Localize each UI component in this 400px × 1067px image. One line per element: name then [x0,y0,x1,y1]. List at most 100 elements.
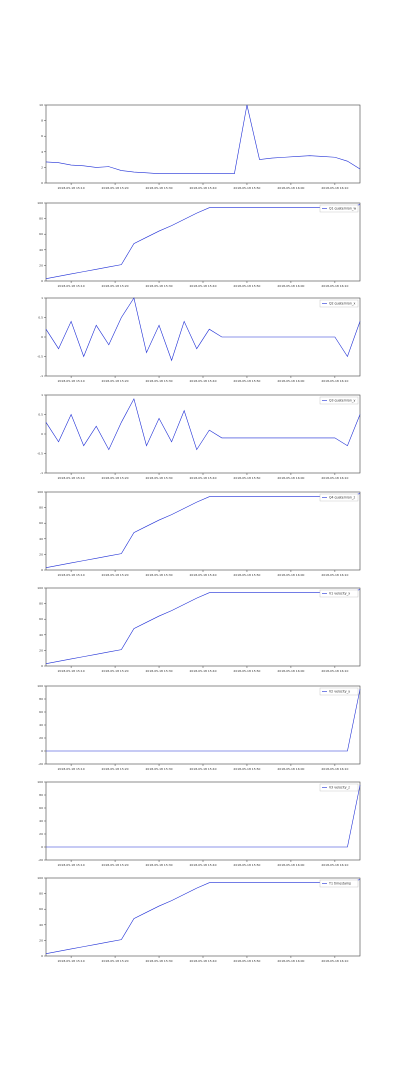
y-tick-label: 0 [41,749,43,753]
y-tick-label: 0 [41,568,43,572]
y-tick-label: 1 [41,393,43,397]
y-tick-label: 100 [37,201,43,205]
x-tick-label: 2018-05-18 16:10 [321,186,348,190]
plot-frame [45,202,361,282]
x-tick-label: 2018-05-18 16:10 [321,959,348,963]
y-tick-label: -20 [38,858,43,862]
x-tick-label: 2018-05-18 15:30 [146,767,173,771]
y-tick-label: 60 [39,232,43,236]
x-tick-label: 2018-05-18 15:10 [58,284,85,288]
x-tick-label: 2018-05-18 15:10 [58,669,85,673]
x-tick-label: 2018-05-18 15:40 [189,767,216,771]
y-tick-label: 4 [41,150,43,154]
x-tick-label: 2018-05-18 15:50 [233,573,260,577]
x-tick-label: 2018-05-18 16:00 [277,767,304,771]
x-tick-label: 2018-05-18 16:00 [277,669,304,673]
series-line [45,297,361,362]
y-tick-label: 0 [41,181,43,185]
x-tick-label: 2018-05-18 16:10 [321,767,348,771]
legend-box [319,783,359,792]
legend-label: Q2 quaternion_x [329,302,355,306]
y-tick-label: 0 [41,664,43,668]
y-tick-label: 0 [41,279,43,283]
x-tick-label: 2018-05-18 16:00 [277,476,304,480]
legend-label: Q4 quaternion_z [329,496,355,500]
x-tick-label: 2018-05-18 15:20 [102,959,129,963]
x-tick-label: 2018-05-18 15:50 [233,476,260,480]
y-tick-label: 40 [39,723,43,727]
legend-box [319,879,359,888]
plot-frame [45,877,361,957]
series-line [45,493,361,568]
y-tick-label: 40 [39,248,43,252]
y-tick-label: 20 [39,938,43,942]
legend-box [319,396,359,405]
series-line [45,879,361,954]
x-tick-label: 2018-05-18 15:40 [189,379,216,383]
y-tick-label: -1 [40,374,43,378]
y-tick-label: 40 [39,923,43,927]
plot-frame [45,104,361,184]
legend-label: Q3 quaternion_y [329,399,355,403]
x-tick-label: 2018-05-18 15:50 [233,379,260,383]
x-tick-label: 2018-05-18 15:10 [58,573,85,577]
y-tick-label: 2 [41,165,43,169]
y-tick-label: 60 [39,710,43,714]
y-tick-label: 0 [41,432,43,436]
y-tick-label: 20 [39,736,43,740]
y-tick-label: 6 [41,134,43,138]
x-tick-label: 2018-05-18 16:10 [321,863,348,867]
legend-label: V2 velocity_y [329,690,350,694]
x-tick-label: 2018-05-18 15:30 [146,186,173,190]
legend-box [319,493,359,502]
legend-label: V3 velocity_z [329,786,350,790]
y-tick-label: 20 [39,263,43,267]
x-tick-label: 2018-05-18 15:40 [189,186,216,190]
series-line [46,785,361,848]
plot-frame [45,781,361,861]
x-tick-label: 2018-05-18 15:40 [189,573,216,577]
series-line [46,689,361,752]
y-tick-label: 100 [37,780,43,784]
x-tick-label: 2018-05-18 16:00 [277,379,304,383]
plot-frame [45,394,361,474]
x-tick-label: 2018-05-18 15:10 [58,186,85,190]
x-tick-label: 2018-05-18 15:30 [146,573,173,577]
x-tick-label: 2018-05-18 15:40 [189,476,216,480]
y-tick-label: -0.5 [37,452,43,456]
y-tick-label: 0 [41,845,43,849]
y-tick-label: 100 [37,586,43,590]
x-tick-label: 2018-05-18 15:20 [102,669,129,673]
x-tick-label: 2018-05-18 15:10 [58,959,85,963]
x-tick-label: 2018-05-18 15:30 [146,959,173,963]
x-tick-label: 2018-05-18 15:50 [233,863,260,867]
x-tick-label: 2018-05-18 15:10 [58,863,85,867]
x-tick-label: 2018-05-18 15:50 [233,186,260,190]
x-tick-label: 2018-05-18 16:00 [277,863,304,867]
y-tick-label: 0 [41,954,43,958]
x-tick-label: 2018-05-18 15:30 [146,863,173,867]
legend-box [319,589,359,598]
plot-frame [45,685,361,765]
x-tick-label: 2018-05-18 15:30 [146,284,173,288]
legend-label: V1 velocity_x [329,592,350,596]
x-tick-label: 2018-05-18 15:40 [189,669,216,673]
x-tick-label: 2018-05-18 15:40 [189,863,216,867]
x-tick-label: 2018-05-18 15:40 [189,284,216,288]
y-tick-label: 80 [39,697,43,701]
x-tick-label: 2018-05-18 15:50 [233,959,260,963]
x-tick-label: 2018-05-18 15:10 [58,379,85,383]
x-tick-label: 2018-05-18 16:00 [277,959,304,963]
x-tick-label: 2018-05-18 15:20 [102,186,129,190]
legend-box [319,299,359,308]
y-tick-label: -0.5 [37,355,43,359]
x-tick-label: 2018-05-18 15:20 [102,863,129,867]
x-tick-label: 2018-05-18 15:40 [189,959,216,963]
y-tick-label: 20 [39,648,43,652]
x-tick-label: 2018-05-18 15:50 [233,669,260,673]
y-tick-label: 40 [39,537,43,541]
y-tick-label: 80 [39,892,43,896]
plot-frame [45,587,361,667]
y-tick-label: 20 [39,552,43,556]
